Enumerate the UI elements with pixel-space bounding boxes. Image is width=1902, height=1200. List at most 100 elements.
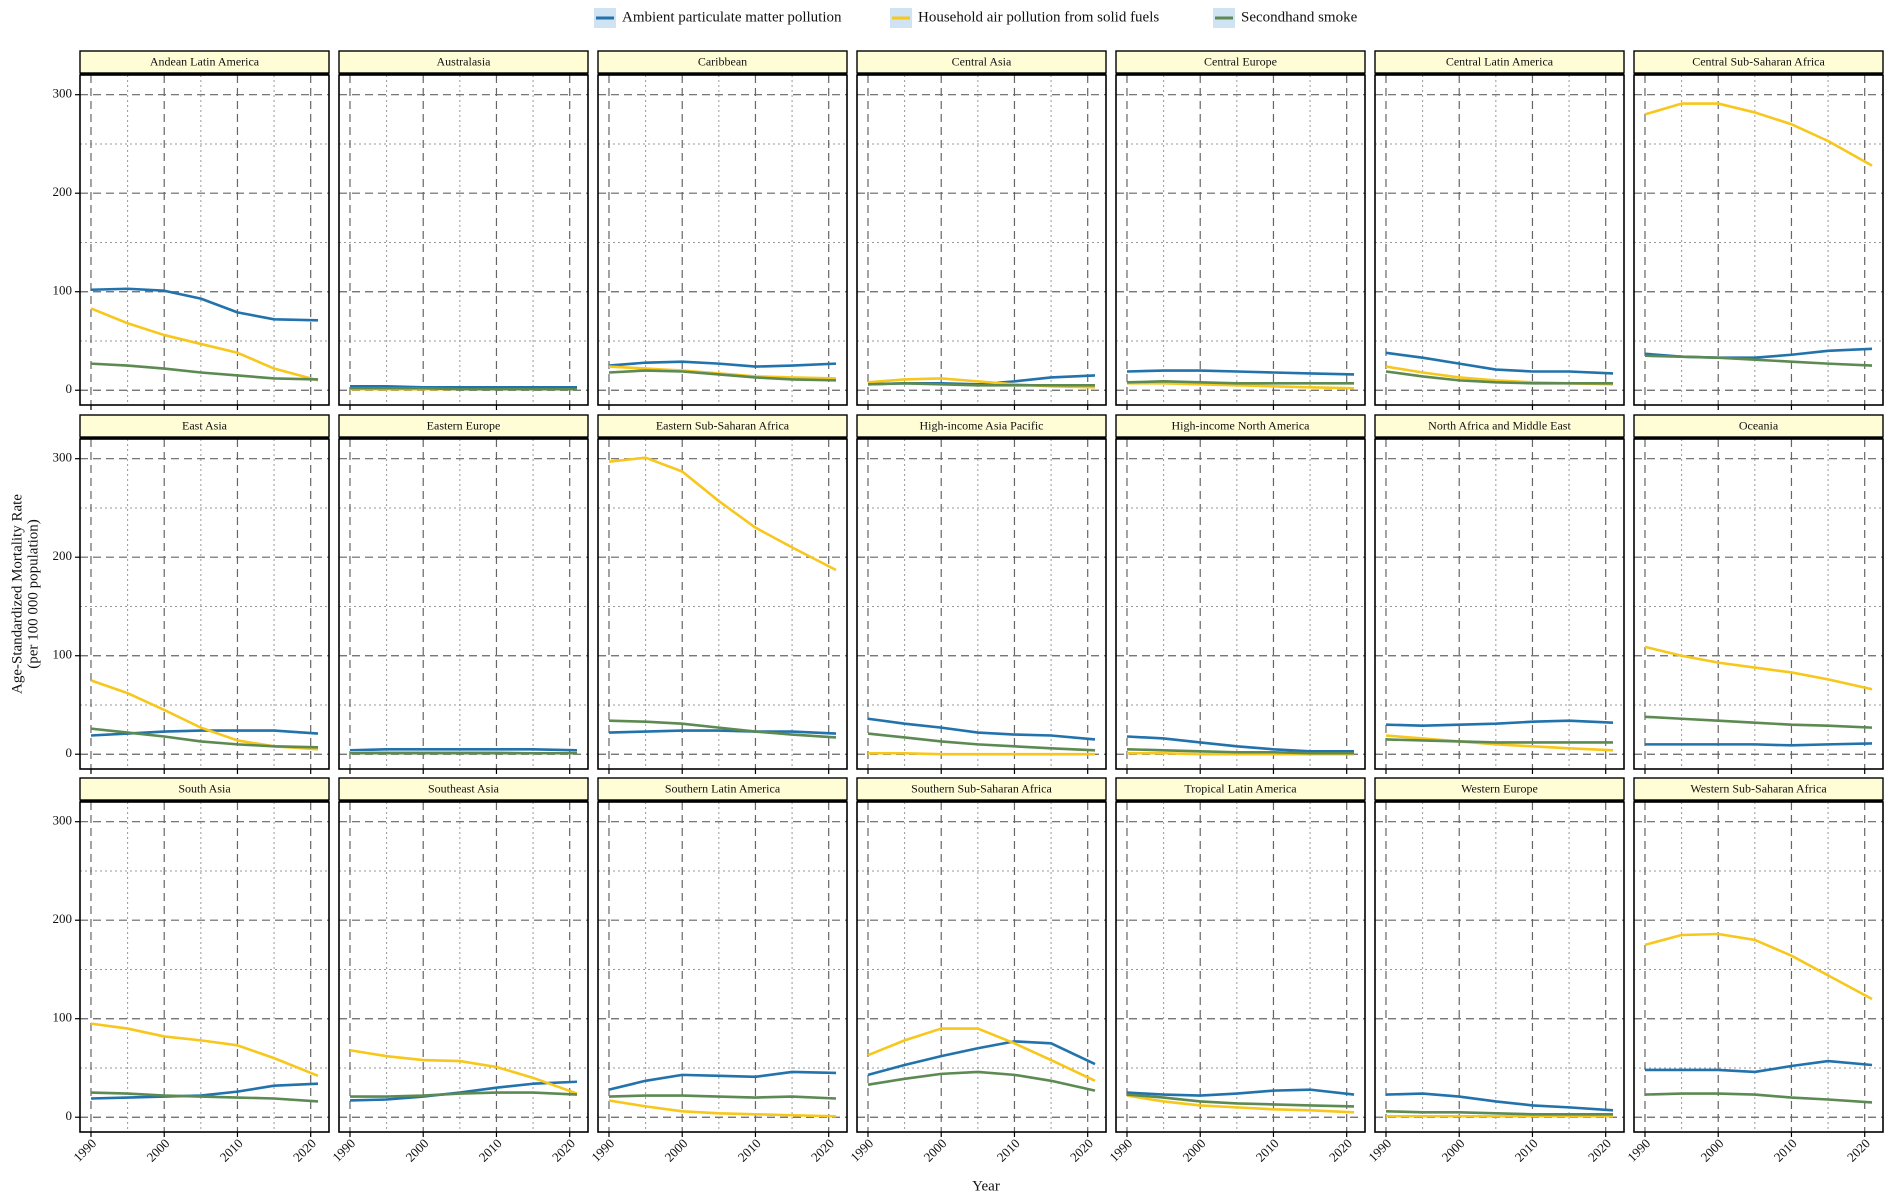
y-tick-label: 200 xyxy=(53,911,73,926)
panel: High-income Asia Pacific xyxy=(856,414,1107,774)
series-line xyxy=(90,307,319,382)
panel-title: Western Europe xyxy=(1461,781,1538,795)
series-line xyxy=(608,1094,837,1100)
panel-title: South Asia xyxy=(178,781,231,795)
legend-label: Secondhand smoke xyxy=(1241,9,1358,25)
y-axis-title: Age-Standardized Mortality Rate xyxy=(9,494,25,694)
series-line xyxy=(1126,369,1355,376)
panel-title: Central Sub-Saharan Africa xyxy=(1692,54,1825,68)
series-line xyxy=(90,727,319,749)
panel: Central Latin America xyxy=(1374,50,1625,410)
x-tick-label: 2020 xyxy=(808,1136,837,1165)
series-line xyxy=(608,369,837,382)
x-tick-label: 2010 xyxy=(1771,1136,1800,1165)
x-tick-label: 2010 xyxy=(735,1136,764,1165)
series-line xyxy=(608,360,837,368)
panel-title: Australasia xyxy=(437,54,492,68)
y-tick-label: 300 xyxy=(53,813,73,828)
panel-title: Andean Latin America xyxy=(150,54,260,68)
y-tick-label: 100 xyxy=(53,647,73,662)
panel: Australasia xyxy=(338,50,589,410)
series-line xyxy=(867,1040,1096,1077)
panel-background xyxy=(1116,75,1365,405)
legend-label: Ambient particulate matter pollution xyxy=(622,9,842,25)
series-line xyxy=(1385,1110,1614,1116)
y-axis-title: (per 100 000 population) xyxy=(25,519,41,669)
panel-title: Oceania xyxy=(1739,418,1779,432)
panel-background xyxy=(598,439,847,769)
legend-label: Household air pollution from solid fuels xyxy=(918,9,1159,25)
y-tick-label: 100 xyxy=(53,1010,73,1025)
panel: South Asia 0 100 200 300 1990 2000 2010 2020 xyxy=(53,777,330,1165)
series-line xyxy=(90,1091,319,1103)
panel-background xyxy=(80,75,329,405)
series-line xyxy=(349,386,578,391)
panel-title: Central Latin America xyxy=(1446,54,1554,68)
x-tick-label: 1990 xyxy=(1624,1136,1653,1165)
series-line xyxy=(867,732,1096,752)
panel-background xyxy=(1116,802,1365,1132)
series-line xyxy=(1644,1092,1873,1104)
panel: Central Asia xyxy=(856,50,1107,410)
panel-background xyxy=(1116,439,1365,769)
series-line xyxy=(608,1070,837,1091)
panel-title: Eastern Sub-Saharan Africa xyxy=(656,418,790,432)
panel-title: High-income North America xyxy=(1172,418,1311,432)
panel-title: Tropical Latin America xyxy=(1184,781,1297,795)
x-tick-label: 2020 xyxy=(290,1136,319,1165)
x-axis-title: Year xyxy=(972,1178,1000,1194)
x-tick-label: 2010 xyxy=(476,1136,505,1165)
y-tick-label: 0 xyxy=(66,745,73,760)
panel-background xyxy=(857,439,1106,769)
panel-title: High-income Asia Pacific xyxy=(920,418,1044,432)
panel-title: Southern Latin America xyxy=(665,781,781,795)
x-tick-label: 2000 xyxy=(1438,1136,1467,1165)
panel: Southeast Asia 1990 2000 2010 2020 xyxy=(329,777,589,1165)
x-tick-label: 2020 xyxy=(1585,1136,1614,1165)
y-tick-label: 100 xyxy=(53,283,73,298)
panel-background xyxy=(1375,802,1624,1132)
x-tick-label: 2000 xyxy=(402,1136,431,1165)
x-tick-label: 1990 xyxy=(1106,1136,1135,1165)
panel: Eastern Europe xyxy=(338,414,589,774)
series-line xyxy=(1644,102,1873,167)
series-line xyxy=(867,751,1096,756)
series-line xyxy=(867,1027,1096,1082)
series-line xyxy=(1385,351,1614,375)
series-line xyxy=(608,719,837,739)
panel-background xyxy=(598,75,847,405)
series-line xyxy=(867,1070,1096,1092)
panel: Andean Latin America 0 100 200 300 xyxy=(53,50,330,410)
series-line xyxy=(1385,734,1614,752)
series-line xyxy=(349,748,578,752)
panel-title: Southern Sub-Saharan Africa xyxy=(911,781,1052,795)
panel: Caribbean xyxy=(597,50,848,410)
x-tick-label: 2020 xyxy=(549,1136,578,1165)
series-line xyxy=(1644,742,1873,747)
y-tick-label: 0 xyxy=(66,1108,73,1123)
y-tick-label: 200 xyxy=(53,548,73,563)
series-line xyxy=(90,362,319,381)
panel-background xyxy=(80,439,329,769)
series-line xyxy=(1644,354,1873,367)
x-tick-label: 2000 xyxy=(1179,1136,1208,1165)
series-line xyxy=(608,729,837,735)
series-line xyxy=(1385,1092,1614,1112)
series-line xyxy=(1126,735,1355,753)
panel: High-income North America xyxy=(1115,414,1366,774)
x-tick-label: 2020 xyxy=(1844,1136,1873,1165)
x-tick-label: 1990 xyxy=(329,1136,358,1165)
panel-title: Caribbean xyxy=(698,54,747,68)
series-line xyxy=(867,717,1096,741)
panel-background xyxy=(857,75,1106,405)
panel: Southern Latin America 1990 2000 2010 2020 xyxy=(588,777,848,1165)
series-line xyxy=(90,287,319,322)
panel-background xyxy=(857,802,1106,1132)
panel-background xyxy=(1634,802,1883,1132)
series-line xyxy=(1385,738,1614,744)
x-tick-label: 2000 xyxy=(920,1136,949,1165)
x-tick-label: 2010 xyxy=(994,1136,1023,1165)
x-tick-label: 2010 xyxy=(1512,1136,1541,1165)
